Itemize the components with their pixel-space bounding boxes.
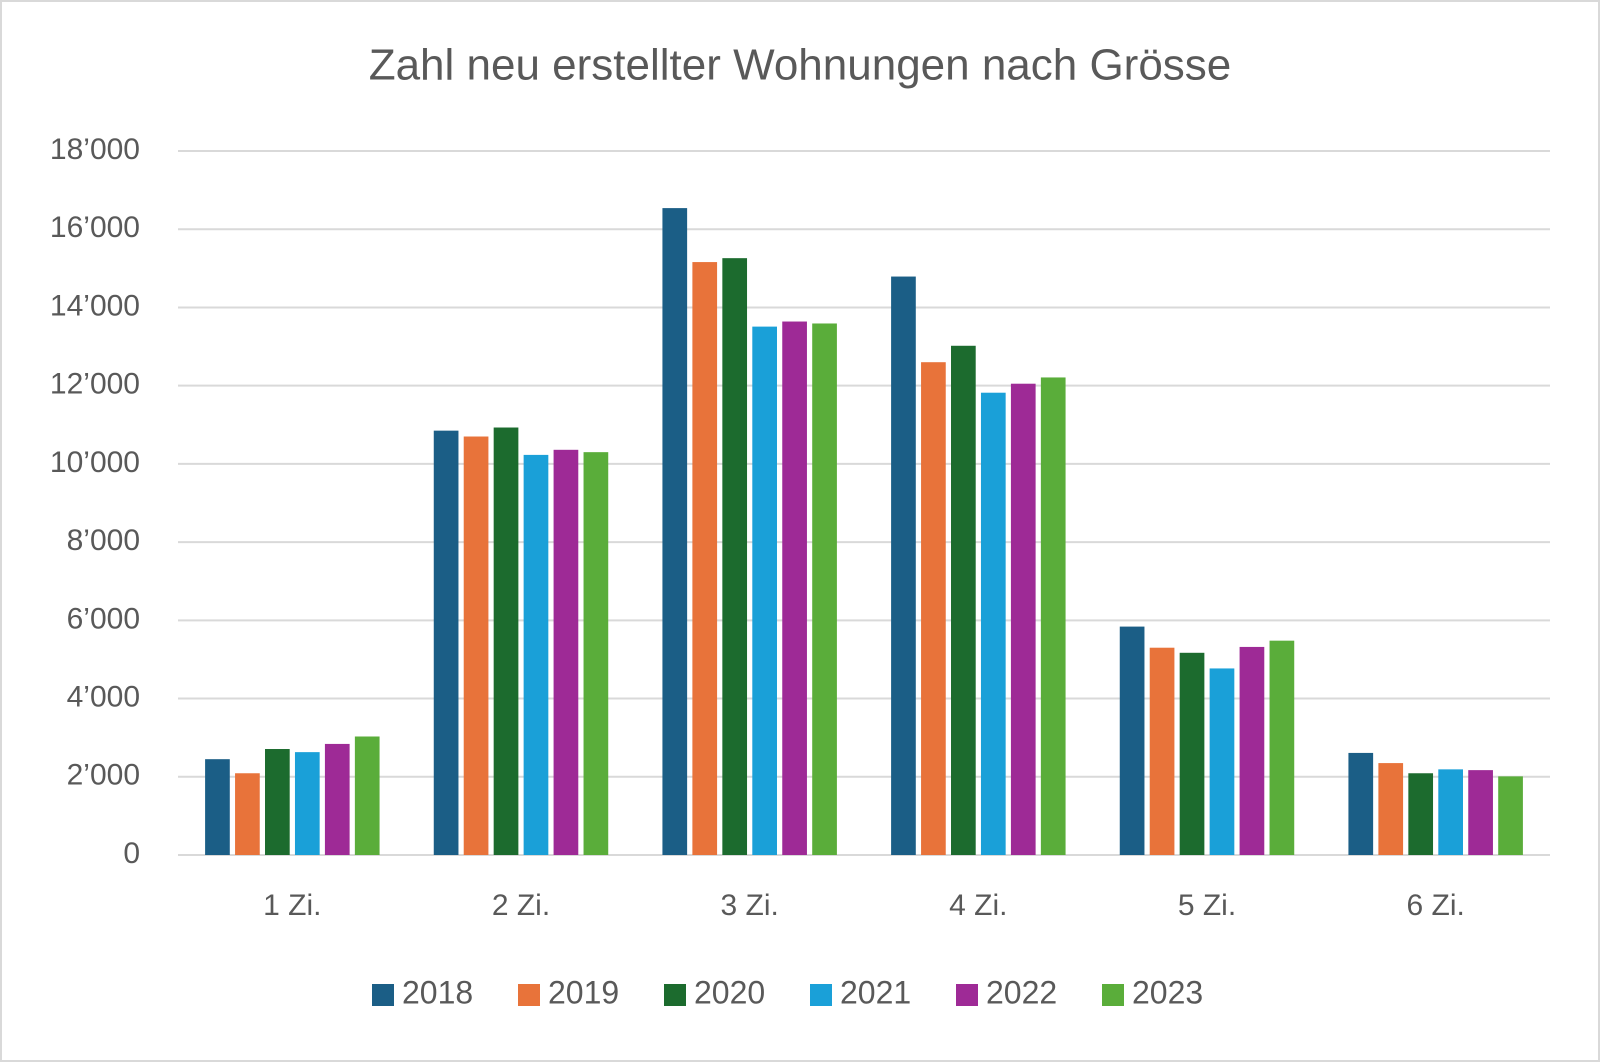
bar (1498, 776, 1523, 855)
legend-swatch (1102, 984, 1124, 1006)
legend-swatch (664, 984, 686, 1006)
bar (1119, 626, 1145, 855)
bar (265, 749, 290, 855)
legend-label: 2022 (986, 974, 1057, 1010)
bar (583, 452, 609, 855)
bar (1010, 383, 1036, 855)
bar (354, 736, 380, 855)
bar (1040, 377, 1066, 855)
bar (493, 427, 519, 855)
bar (1438, 769, 1463, 855)
legend-label: 2019 (548, 974, 619, 1010)
bar (1348, 752, 1374, 855)
legend-swatch (956, 984, 978, 1006)
bar (1408, 773, 1434, 855)
bar (1149, 647, 1175, 855)
legend-label: 2018 (402, 974, 473, 1010)
bar (921, 362, 946, 855)
bar (891, 276, 916, 856)
y-tick-label: 10’000 (50, 446, 140, 479)
y-tick-label: 4’000 (67, 680, 140, 713)
bar (324, 743, 350, 855)
bar (1269, 640, 1295, 855)
bar (1239, 646, 1265, 855)
y-tick-label: 2’000 (67, 759, 140, 792)
x-tick-label: 6 Zi. (1406, 889, 1464, 922)
bar (523, 454, 549, 855)
y-tick-label: 12’000 (50, 368, 140, 401)
legend-swatch (518, 984, 540, 1006)
y-tick-label: 6’000 (67, 602, 140, 635)
bar (722, 258, 748, 856)
x-tick-label: 2 Zi. (492, 889, 550, 922)
x-tick-label: 1 Zi. (263, 889, 321, 922)
bar (553, 449, 579, 855)
legend-label: 2020 (694, 974, 765, 1010)
y-tick-label: 14’000 (50, 289, 140, 322)
legend-label: 2023 (1132, 974, 1203, 1010)
bar (235, 773, 260, 855)
legend-label: 2021 (840, 974, 911, 1010)
bar (951, 345, 976, 855)
x-tick-label: 4 Zi. (949, 889, 1007, 922)
chart-title: Zahl neu erstellter Wohnungen nach Gröss… (369, 41, 1232, 90)
x-tick-label: 3 Zi. (720, 889, 778, 922)
legend-swatch (372, 984, 394, 1006)
y-tick-label: 0 (123, 837, 140, 870)
bar (980, 392, 1006, 855)
y-tick-label: 8’000 (67, 524, 140, 557)
bar (294, 752, 320, 855)
bar (752, 326, 777, 855)
bar (463, 436, 489, 855)
legend-swatch (810, 984, 832, 1006)
bar (205, 759, 230, 855)
bar (1378, 763, 1404, 855)
bar (692, 262, 718, 855)
bar (782, 321, 807, 856)
bar (1179, 652, 1205, 855)
bar (812, 323, 837, 856)
bar (662, 208, 688, 855)
bar (1468, 770, 1493, 855)
x-tick-label: 5 Zi. (1178, 889, 1236, 922)
y-tick-label: 18’000 (50, 133, 140, 166)
y-tick-label: 16’000 (50, 211, 140, 244)
bar (1209, 668, 1235, 855)
bar (433, 430, 459, 855)
